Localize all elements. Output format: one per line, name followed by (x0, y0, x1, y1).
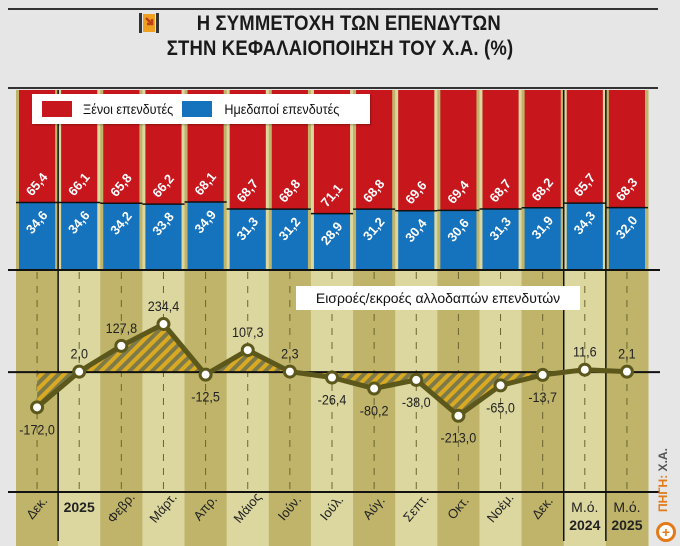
bar-domestic (313, 213, 351, 270)
label-band (395, 492, 438, 546)
bar-domestic (229, 208, 266, 270)
flow-value-label: -38,0 (402, 394, 431, 410)
bar-domestic (398, 210, 435, 270)
flow-value-label: 127,8 (106, 320, 137, 336)
x-tick-label-year: 2025 (611, 517, 642, 533)
bar-domestic (440, 210, 477, 270)
label-band (226, 492, 270, 546)
legend: Ξένοι επενδυτές Ημεδαποί επενδυτές (32, 94, 370, 124)
x-tick-label: Μ.ό. (613, 499, 640, 515)
flow-point (198, 367, 213, 382)
label-band (184, 492, 228, 546)
flow-value-label: -26,4 (318, 392, 347, 408)
label-band (479, 492, 523, 546)
flow-chart-title: Εισροές/εκροές αλλοδαπών επενδυτών (316, 290, 560, 306)
source-note: ΠΗΓΗ: Χ.Α. (656, 448, 670, 512)
source-value: Χ.Α. (656, 448, 670, 472)
bar-foreign (398, 90, 435, 211)
flow-point (325, 370, 339, 385)
orange-arrow-icon (139, 13, 159, 33)
top-rule (8, 8, 658, 10)
flow-point (451, 408, 466, 423)
flow-value-label: -65,0 (486, 400, 515, 416)
flow-value-label: -12,5 (191, 389, 220, 405)
bar-domestic (524, 207, 561, 270)
label-band (142, 492, 186, 546)
label-band (563, 492, 607, 546)
legend-label-foreign: Ξένοι επενδυτές (83, 101, 174, 117)
flow-point (156, 317, 171, 332)
flow-value-label: 2,0 (70, 346, 88, 362)
bar-domestic (19, 202, 56, 270)
flow-value-label: -13,7 (528, 389, 557, 405)
bar-foreign (608, 90, 645, 208)
flow-value-label: 234,4 (148, 298, 179, 314)
bar-domestic (271, 209, 308, 270)
flow-point (577, 362, 592, 377)
flow-point (409, 372, 424, 387)
x-tick-label: 2025 (64, 499, 95, 515)
x-tick-label: Μ.ό. (571, 499, 598, 515)
flow-area (37, 324, 627, 416)
bar-domestic (103, 203, 140, 270)
label-band (100, 492, 143, 546)
chart-title-line2: ΣΤΗΝ ΚΕΦΑΛΑΙΟΠΟΙΗΣΗ ΤΟΥ Χ.Α. (%) (166, 37, 514, 60)
chart-title-line1: Η ΣΥΜΜΕΤΟΧΗ ΤΩΝ ΕΠΕΝΔΥΤΩΝ (196, 12, 501, 35)
flow-value-label: 2,3 (281, 346, 299, 362)
flow-value-label: -172,0 (19, 422, 55, 438)
flow-value-label: -80,2 (360, 403, 389, 419)
bar-domestic (356, 209, 393, 270)
legend-swatch-domestic (182, 101, 213, 117)
zoom-icon[interactable]: + (656, 522, 676, 542)
bar-domestic (566, 203, 603, 270)
label-band (310, 492, 354, 546)
label-band (16, 492, 59, 546)
legend-label-domestic: Ημεδαποί επενδυτές (224, 101, 340, 117)
bar-domestic (482, 208, 519, 270)
flow-point (535, 367, 550, 382)
label-band (437, 492, 480, 546)
source-label: ΠΗΓΗ: (656, 474, 670, 512)
flow-point (240, 343, 255, 358)
flow-point (30, 400, 45, 415)
flow-point (619, 364, 634, 379)
flow-value-label: 2,1 (618, 346, 636, 362)
bar-foreign (524, 90, 561, 208)
flow-point (282, 364, 297, 379)
bar-domestic (145, 204, 182, 270)
bar-domestic (61, 202, 98, 270)
legend-swatch-foreign (42, 101, 72, 117)
flow-title-box (296, 286, 580, 310)
flow-value-label: -213,0 (441, 430, 477, 446)
flow-value-label: 107,3 (232, 324, 263, 340)
bar-foreign (482, 90, 519, 209)
flow-point (114, 338, 129, 353)
label-band (58, 492, 101, 546)
label-band (268, 492, 312, 546)
title-rule (8, 87, 658, 89)
x-tick-label-year: 2024 (569, 517, 600, 533)
flow-value-label: 11,6 (573, 344, 597, 360)
label-band (521, 492, 565, 546)
label-band (353, 492, 396, 546)
bar-domestic (187, 201, 224, 270)
flow-point (493, 378, 508, 393)
label-band (605, 492, 649, 546)
bar-domestic (608, 207, 645, 270)
bar-foreign (440, 90, 477, 211)
bar-foreign (566, 90, 603, 204)
flow-point (72, 364, 87, 379)
flow-point (367, 381, 382, 396)
